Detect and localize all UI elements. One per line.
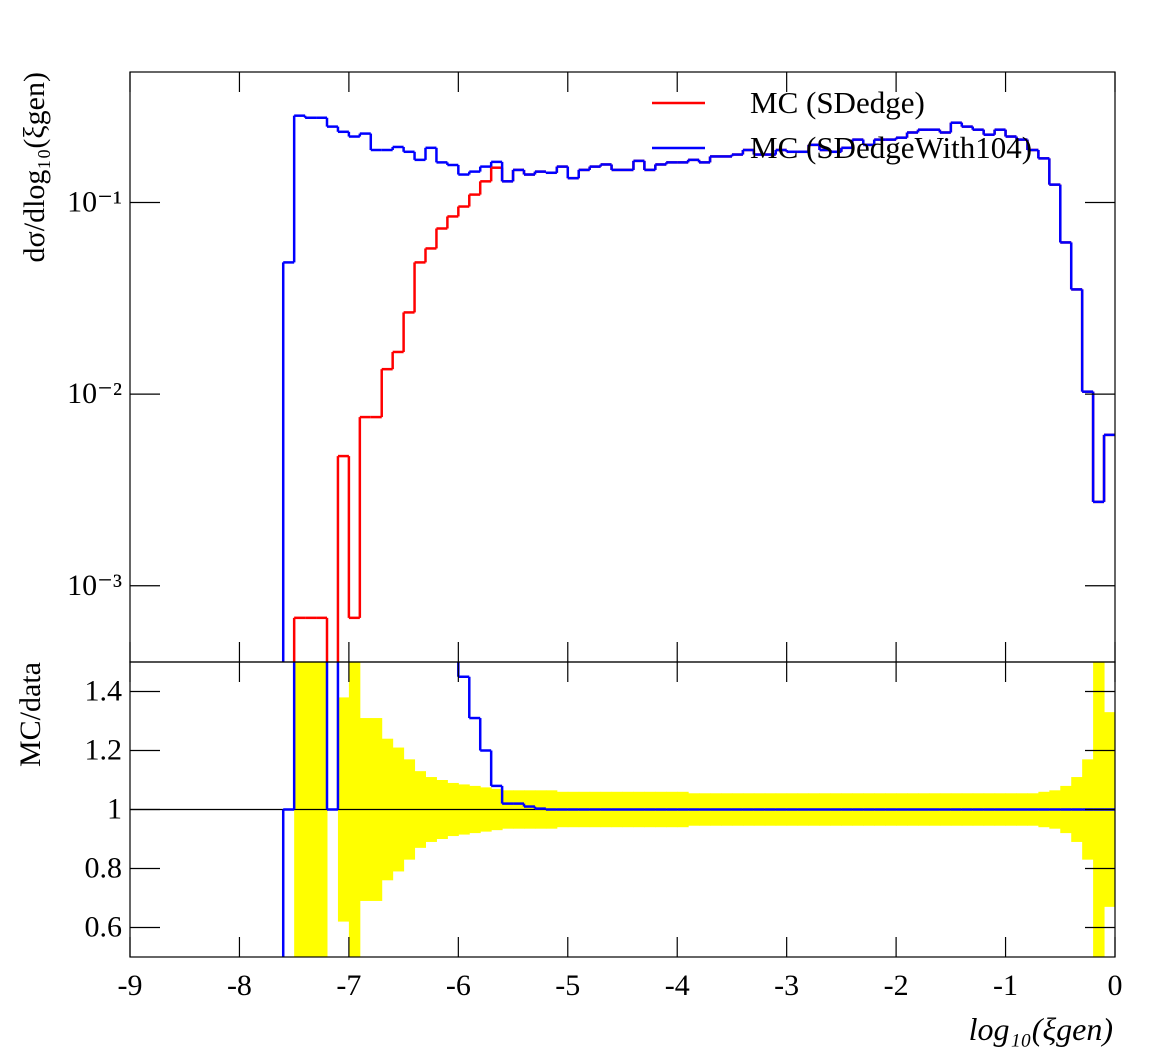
y-tick-label: 0.8 bbox=[85, 852, 123, 885]
x-tick-label: -3 bbox=[774, 969, 799, 1002]
y-tick-label: 1.2 bbox=[85, 734, 123, 767]
y-tick-label: 1.4 bbox=[85, 675, 123, 708]
legend-label: MC (SDedge) bbox=[750, 85, 925, 120]
top-plot-area bbox=[281, 114, 1115, 662]
x-tick-label: -2 bbox=[884, 969, 909, 1002]
x-tick-label: -7 bbox=[336, 969, 361, 1002]
x-tick-label: -9 bbox=[118, 969, 143, 1002]
x-tick-label: -5 bbox=[555, 969, 580, 1002]
x-axis-label: log₁₀(ξgen) bbox=[969, 1011, 1113, 1047]
y-tick-label: 10⁻³ bbox=[67, 569, 122, 602]
y-tick-label: 10⁻² bbox=[67, 377, 122, 410]
x-tick-label: -6 bbox=[446, 969, 471, 1002]
ratio-y-axis-label: MC/data bbox=[14, 662, 47, 767]
x-tick-label: 0 bbox=[1108, 969, 1123, 1002]
legend-label: MC (SDedgeWith104) bbox=[750, 130, 1032, 165]
y-axis-label: dσ/dlog₁₀(ξgen) bbox=[18, 72, 51, 262]
y-tick-label: 0.6 bbox=[85, 911, 123, 944]
y-tick-label: 1 bbox=[107, 793, 122, 826]
x-tick-label: -4 bbox=[665, 969, 690, 1002]
x-tick-label: -1 bbox=[993, 969, 1018, 1002]
x-tick-label: -8 bbox=[227, 969, 252, 1002]
y-tick-label: 10⁻¹ bbox=[67, 186, 122, 219]
